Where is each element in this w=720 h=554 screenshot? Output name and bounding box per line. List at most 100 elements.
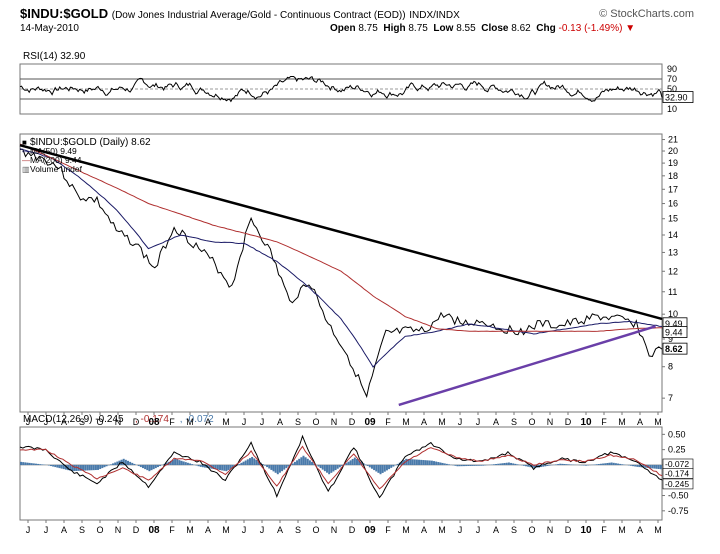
macd-x-axis-label: A (637, 525, 643, 535)
macd-histogram-bar (259, 462, 262, 466)
macd-histogram-bar (199, 464, 202, 467)
macd-histogram-bar (240, 462, 243, 466)
macd-histogram-bar (319, 464, 322, 469)
stockcharts-logo[interactable]: © StockCharts.com (599, 8, 694, 20)
macd-histogram-bar (638, 464, 641, 468)
price-tick-label: 18 (668, 171, 678, 181)
rsi-tick-label: 30 (667, 94, 677, 104)
macd-histogram-bar (544, 464, 547, 467)
macd-histogram-bar (458, 464, 461, 467)
price-x-axis-label: J (242, 417, 247, 427)
macd-histogram-bar (313, 463, 316, 466)
macd-histogram-bar (229, 464, 232, 469)
macd-histogram-bar (462, 464, 465, 467)
macd-histogram-bar (555, 464, 557, 466)
macd-histogram-bar (651, 464, 654, 469)
macd-tick-label: -0.50 (668, 491, 689, 501)
macd-histogram-bar (47, 464, 50, 466)
macd-histogram-bar (377, 464, 380, 473)
rsi-legend: RSI(14) 32.90 (23, 51, 86, 62)
macd-histogram-bar (90, 464, 93, 471)
price-tick-label: 19 (668, 158, 678, 168)
macd-histogram-bar (52, 464, 55, 467)
macd-histogram-bar (460, 464, 463, 467)
macd-histogram-bar (180, 460, 183, 466)
macd-histogram-bar (159, 464, 162, 467)
price-x-axis-label: F (169, 417, 175, 427)
macd-histogram-bar (448, 464, 450, 466)
price-x-axis-label: J (476, 417, 481, 427)
macd-histogram-bar (167, 461, 170, 466)
price-x-axis-label: M (222, 417, 230, 427)
macd-histogram-bar (112, 463, 115, 466)
macd-x-axis-label: A (493, 525, 499, 535)
macd-histogram-bar (597, 464, 600, 466)
macd-histogram-bar (385, 464, 388, 471)
macd-histogram-bar (326, 464, 329, 473)
macd-histogram-bar (418, 459, 421, 466)
macd-histogram-bar (30, 463, 33, 466)
macd-histogram-bar (144, 464, 147, 470)
macd-histogram-bar (599, 463, 602, 466)
legend-marker-1: — (22, 147, 30, 156)
macd-histogram-bar (563, 464, 566, 466)
macd-histogram-bar (373, 464, 376, 471)
macd-histogram-bar (396, 463, 399, 466)
price-x-axis-label: O (96, 417, 103, 427)
macd-histogram-bar (400, 461, 403, 466)
macd-histogram-bar (330, 464, 333, 473)
macd-last-value-label: -0.072 (665, 459, 689, 469)
price-x-axis-label: O (312, 417, 319, 427)
macd-histogram-bar (415, 459, 418, 466)
price-x-axis-label: N (115, 417, 122, 427)
macd-histogram-bar (139, 464, 142, 468)
macd-histogram-bar (20, 461, 22, 466)
macd-histogram-bar (379, 464, 382, 475)
macd-histogram-bar (88, 464, 91, 471)
macd-histogram-bar (621, 464, 624, 466)
macd-histogram-bar (197, 464, 200, 467)
macd-x-axis-label: O (312, 525, 319, 535)
macd-histogram-bar (411, 459, 414, 466)
macd-histogram-bar (349, 460, 352, 466)
date-label: 14-May-2010 (20, 23, 79, 34)
close-label: Close (481, 23, 509, 34)
macd-histogram-bar (535, 464, 538, 468)
macd-histogram-bar (296, 460, 299, 466)
macd-histogram-bar (253, 458, 256, 466)
macd-histogram-bar (441, 462, 444, 466)
macd-histogram-bar (169, 460, 172, 466)
macd-tick-label: 0.50 (668, 429, 686, 439)
macd-histogram-bar (270, 464, 273, 470)
macd-histogram-bar (184, 462, 187, 466)
high-label: High (383, 23, 406, 34)
macd-x-axis-label: A (205, 525, 211, 535)
macd-x-axis-label: O (96, 525, 103, 535)
macd-histogram-bar (593, 464, 596, 466)
price-x-axis-label: S (511, 417, 517, 427)
macd-histogram-bar (629, 464, 632, 466)
macd-histogram-bar (120, 459, 123, 466)
price-x-axis-label: N (547, 417, 554, 427)
macd-histogram-bar (362, 463, 365, 466)
price-tick-label: 7 (668, 393, 673, 403)
macd-x-axis-label: M (618, 525, 626, 535)
macd-histogram-bar (595, 464, 598, 466)
macd-panel-frame (19, 426, 663, 521)
macd-histogram-bar (216, 464, 219, 470)
close-value: 8.62 (511, 23, 531, 34)
macd-histogram-bar (546, 464, 549, 466)
macd-histogram-bar (208, 464, 211, 469)
macd-histogram-bar (490, 464, 493, 466)
macd-histogram-bar (223, 464, 226, 471)
macd-x-axis-label: S (511, 525, 517, 535)
macd-histogram-bar (368, 464, 371, 468)
price-x-axis-label: O (528, 417, 535, 427)
macd-histogram-bar (501, 463, 504, 466)
macd-x-axis-label: S (79, 525, 85, 535)
macd-histogram-bar (473, 464, 476, 466)
macd-series-line (19, 434, 663, 499)
macd-histogram-bar (266, 464, 269, 468)
macd-histogram-bar (565, 464, 568, 466)
macd-x-axis-label: M (222, 525, 230, 535)
